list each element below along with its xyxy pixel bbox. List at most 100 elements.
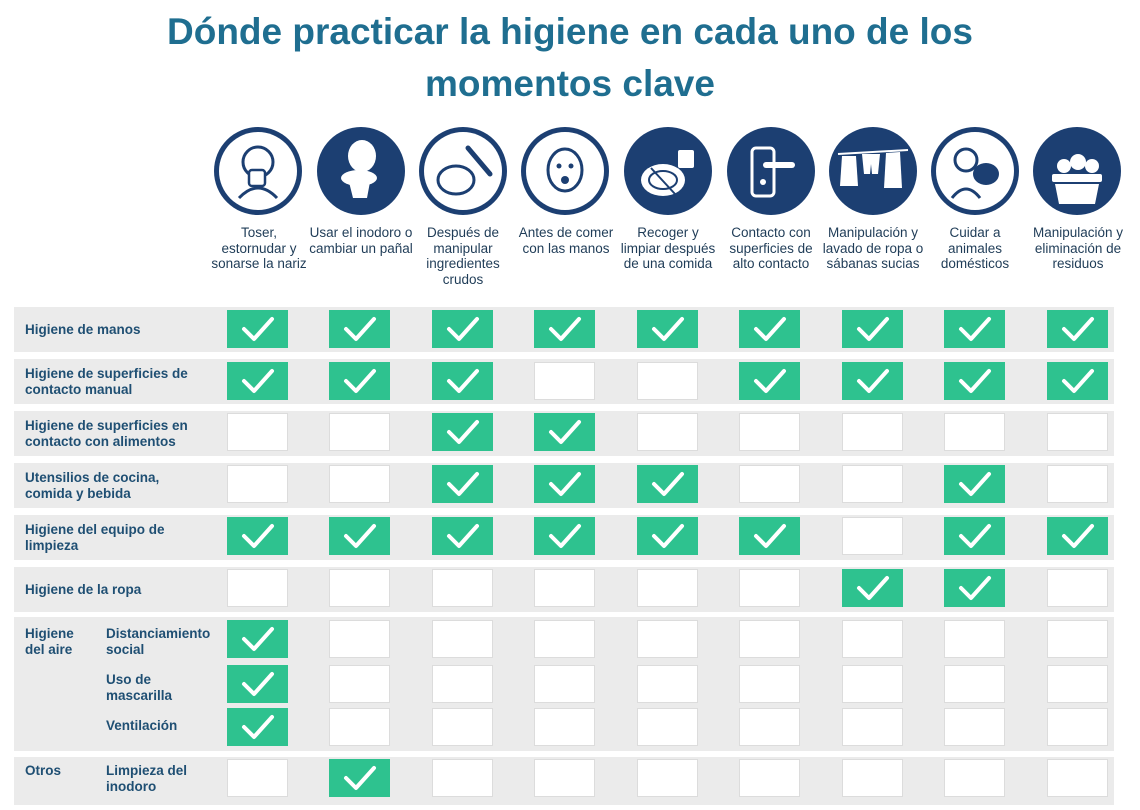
- empty-cell: [1047, 465, 1108, 503]
- empty-cell: [637, 759, 698, 797]
- checkmark-icon: [857, 317, 889, 341]
- check-cell: [227, 310, 288, 348]
- checkmark-icon: [857, 576, 889, 600]
- checkmark-icon: [242, 524, 274, 548]
- empty-cell: [1047, 708, 1108, 746]
- check-cell: [1047, 517, 1108, 555]
- checkmark-icon: [344, 369, 376, 393]
- empty-cell: [227, 759, 288, 797]
- column-header-label: Antes de comer con las manos: [518, 225, 614, 256]
- empty-cell: [944, 759, 1005, 797]
- check-cell: [842, 310, 903, 348]
- check-cell: [944, 465, 1005, 503]
- checkmark-icon: [754, 317, 786, 341]
- check-cell: [432, 465, 493, 503]
- check-cell: [842, 362, 903, 400]
- waste-bin-icon: [1032, 126, 1122, 216]
- check-cell: [534, 465, 595, 503]
- checkmark-icon: [1062, 524, 1094, 548]
- checkmark-icon: [242, 672, 274, 696]
- checkmark-icon: [857, 369, 889, 393]
- checkmark-icon: [959, 576, 991, 600]
- checkmark-icon: [549, 472, 581, 496]
- column-header-label: Toser, estornudar y sonarse la nariz: [211, 225, 307, 271]
- empty-cell: [534, 759, 595, 797]
- check-cell: [432, 362, 493, 400]
- check-cell: [637, 465, 698, 503]
- empty-cell: [1047, 759, 1108, 797]
- checkmark-icon: [652, 524, 684, 548]
- empty-cell: [1047, 620, 1108, 658]
- checkmark-icon: [344, 524, 376, 548]
- empty-cell: [944, 620, 1005, 658]
- empty-cell: [842, 759, 903, 797]
- checkmark-icon: [447, 524, 479, 548]
- check-cell: [227, 517, 288, 555]
- check-cell: [329, 517, 390, 555]
- empty-cell: [637, 620, 698, 658]
- empty-cell: [637, 569, 698, 607]
- checkmark-icon: [344, 766, 376, 790]
- check-cell: [534, 310, 595, 348]
- check-cell: [944, 569, 1005, 607]
- empty-cell: [637, 708, 698, 746]
- person-eating-icon: [520, 126, 610, 216]
- empty-cell: [1047, 569, 1108, 607]
- empty-cell: [1047, 413, 1108, 451]
- check-cell: [227, 362, 288, 400]
- check-cell: [842, 569, 903, 607]
- check-cell: [329, 362, 390, 400]
- empty-cell: [739, 465, 800, 503]
- checkmark-icon: [447, 317, 479, 341]
- check-cell: [944, 362, 1005, 400]
- empty-cell: [842, 708, 903, 746]
- empty-cell: [739, 708, 800, 746]
- empty-cell: [227, 413, 288, 451]
- empty-cell: [944, 665, 1005, 703]
- check-cell: [432, 310, 493, 348]
- check-cell: [329, 310, 390, 348]
- page-title: Dónde practicar la higiene en cada uno d…: [0, 6, 1140, 110]
- empty-cell: [842, 620, 903, 658]
- column-header-label: Manipulación y lavado de ropa o sábanas …: [822, 225, 924, 271]
- row-label: Higiene de manos: [25, 322, 141, 337]
- empty-cell: [842, 665, 903, 703]
- raw-chicken-knife-icon: [418, 126, 508, 216]
- empty-cell: [432, 665, 493, 703]
- empty-cell: [432, 759, 493, 797]
- column-header-label: Contacto con superficies de alto contact…: [729, 225, 813, 271]
- check-cell: [1047, 310, 1108, 348]
- check-cell: [637, 517, 698, 555]
- row-group-label: Otros: [25, 763, 62, 778]
- empty-cell: [227, 465, 288, 503]
- row-label: Higiene de superficies en contacto con a…: [25, 418, 188, 449]
- row-sublabel: Ventilación: [106, 718, 178, 733]
- empty-cell: [329, 465, 390, 503]
- person-sneezing-icon: [213, 126, 303, 216]
- check-cell: [329, 759, 390, 797]
- checkmark-icon: [242, 317, 274, 341]
- row-label: Higiene de superficies de contacto manua…: [25, 366, 188, 397]
- checkmark-icon: [447, 369, 479, 393]
- empty-cell: [944, 413, 1005, 451]
- row-group-label: Higiene del aire: [25, 626, 74, 657]
- empty-cell: [329, 708, 390, 746]
- empty-cell: [739, 759, 800, 797]
- plate-cup-cutlery-icon: [623, 126, 713, 216]
- checkmark-icon: [242, 627, 274, 651]
- empty-cell: [227, 569, 288, 607]
- checkmark-icon: [1062, 317, 1094, 341]
- empty-cell: [637, 413, 698, 451]
- empty-cell: [329, 665, 390, 703]
- empty-cell: [534, 708, 595, 746]
- row-label: Higiene del equipo de limpieza: [25, 522, 165, 553]
- checkmark-icon: [959, 317, 991, 341]
- empty-cell: [842, 517, 903, 555]
- column-header-label: Cuidar a animales domésticos: [940, 225, 1010, 271]
- empty-cell: [739, 569, 800, 607]
- laundry-line-icon: [828, 126, 918, 216]
- checkmark-icon: [549, 420, 581, 444]
- check-cell: [739, 517, 800, 555]
- check-cell: [637, 310, 698, 348]
- check-cell: [432, 517, 493, 555]
